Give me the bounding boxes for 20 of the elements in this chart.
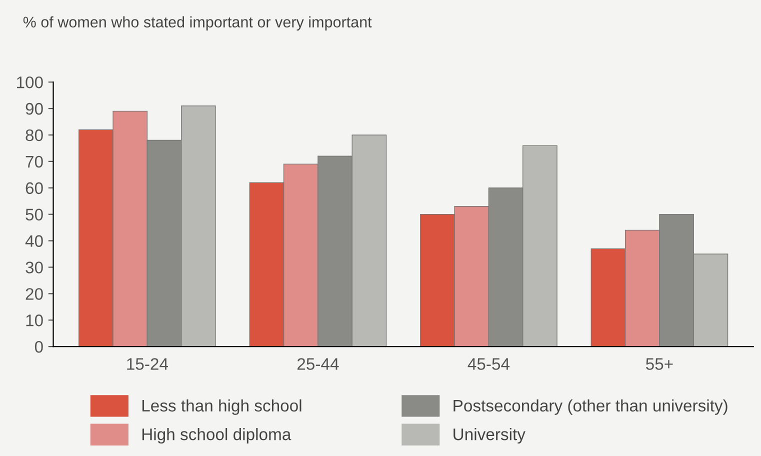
legend-label: Less than high school xyxy=(142,399,302,415)
y-tick-label: 40 xyxy=(25,235,43,247)
legend-label: Postsecondary (other than university) xyxy=(454,399,728,415)
chart-title: % of women who stated important or very important xyxy=(23,16,372,31)
legend-label: University xyxy=(454,428,526,444)
y-tick-label: 0 xyxy=(34,340,43,353)
x-tick-label: 45-54 xyxy=(468,358,510,370)
x-tick-label: 55+ xyxy=(646,358,673,370)
legend-label: High school diploma xyxy=(142,428,292,444)
y-tick-label: 80 xyxy=(26,129,43,142)
y-tick-label: 90 xyxy=(26,102,43,115)
x-tick-label: 25-44 xyxy=(297,358,339,370)
y-tick-label: 20 xyxy=(26,288,43,300)
y-tick-label: 70 xyxy=(26,156,43,168)
x-tick-label: 15-24 xyxy=(127,358,168,370)
y-tick-label: 50 xyxy=(26,208,43,221)
y-tick-label: 60 xyxy=(26,182,43,194)
y-tick-label: 30 xyxy=(26,262,43,274)
y-tick-label: 100 xyxy=(17,76,43,88)
y-tick-label: 10 xyxy=(26,314,43,326)
